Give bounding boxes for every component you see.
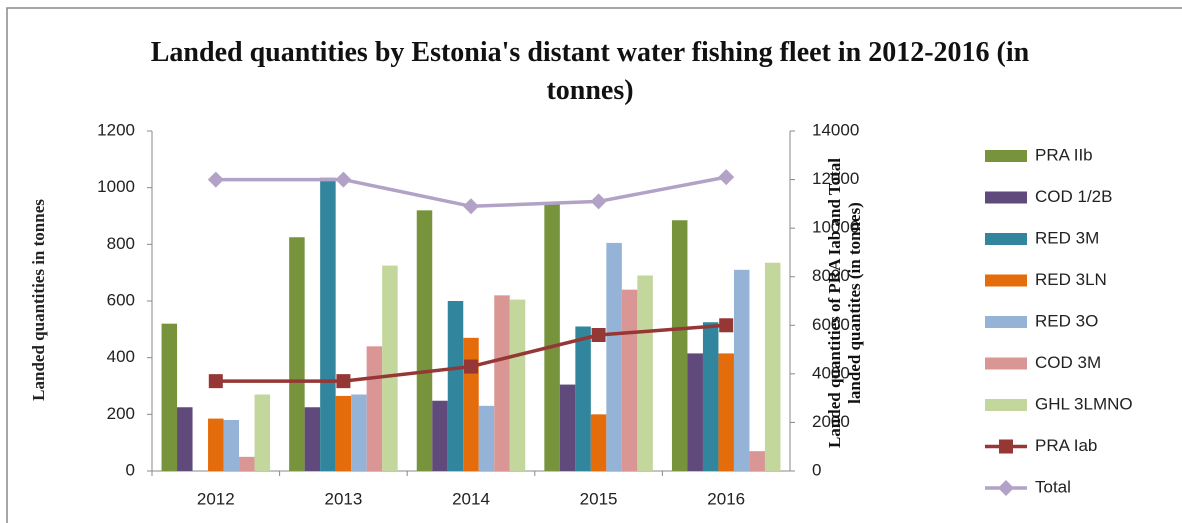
bar [289,237,305,471]
x-tick-label: 2016 [707,489,745,508]
x-tick-label: 2013 [324,489,362,508]
y2-tick-label: 8000 [812,266,850,285]
frame [6,7,1182,523]
bar [161,323,178,471]
line-marker [208,374,223,389]
bar [478,405,495,471]
bar [177,407,193,471]
legend-marker [999,439,1013,454]
legend-swatch [985,233,1027,245]
bar [382,265,398,471]
line-marker [719,318,734,333]
bar [637,275,653,471]
y2-tick-label: 12000 [812,169,859,188]
y-tick-label: 200 [107,404,135,423]
y2-tick-label: 0 [812,460,821,479]
bar [432,400,448,471]
line-marker [335,171,352,188]
bar [447,301,464,471]
bar [590,414,607,471]
bar [494,295,510,471]
legend-swatch [985,150,1027,162]
bar [702,322,719,471]
bar [320,177,336,471]
bar [749,451,765,471]
legend-label: Total [1035,477,1071,496]
legend-swatch [985,399,1027,411]
y2-tick-label: 6000 [812,315,850,334]
bar [559,384,576,471]
legend-swatch [985,274,1027,287]
bar [239,456,255,471]
legend-label: PRA Iab [1035,436,1097,455]
x-tick-label: 2014 [452,489,490,508]
bar [509,299,526,471]
y-tick-label: 0 [126,460,135,479]
y-tick-label: 400 [107,347,135,366]
bar [544,203,560,471]
legend-label: COD 1/2B [1035,187,1112,206]
y-tick-label: 800 [107,234,135,253]
line-marker [464,359,478,374]
bar [416,210,433,472]
x-tick-label: 2015 [580,489,618,508]
legend-marker [998,480,1014,496]
legend-swatch [985,191,1027,204]
line-marker [718,169,735,186]
bar [621,289,638,471]
legend-swatch [985,357,1027,370]
y-axis-label: Landed quantities in tonnes [29,199,48,401]
legend-label: PRA IIb [1035,145,1093,164]
legend-label: RED 3O [1035,311,1098,330]
bar [304,407,321,471]
legend-swatch [985,316,1027,328]
bar [335,395,352,471]
y-tick-label: 1200 [97,120,135,139]
bar [687,353,703,471]
bar [463,337,479,471]
line-marker [463,198,479,215]
bar [606,242,622,471]
line-marker [591,328,606,342]
bar [733,269,750,471]
bar [764,262,781,471]
y-tick-label: 600 [107,290,135,309]
line-marker [336,374,351,389]
line-marker [207,171,224,188]
y2-axis-label: Landed quantities of PRA Iab and Total l… [825,157,864,449]
legend-label: COD 3M [1035,353,1101,372]
bar [575,326,591,471]
bar [366,346,383,471]
line-marker [590,193,607,210]
chart-title: Landed quantities by Estonia's distant w… [150,37,1030,106]
bar [223,420,240,471]
y2-tick-label: 14000 [812,120,859,139]
bar [718,353,734,471]
y-tick-label: 1000 [97,177,135,196]
x-tick-label: 2012 [197,489,235,508]
bar [671,220,688,471]
legend-label: RED 3LN [1035,270,1107,289]
y2-tick-label: 2000 [812,412,850,431]
legend-label: RED 3M [1035,228,1099,247]
bar [254,394,271,471]
bar [208,418,224,471]
legend-label: GHL 3LMNO [1035,394,1133,413]
y2-tick-label: 4000 [812,363,850,382]
y2-tick-label: 10000 [812,218,859,237]
bar [351,394,367,471]
